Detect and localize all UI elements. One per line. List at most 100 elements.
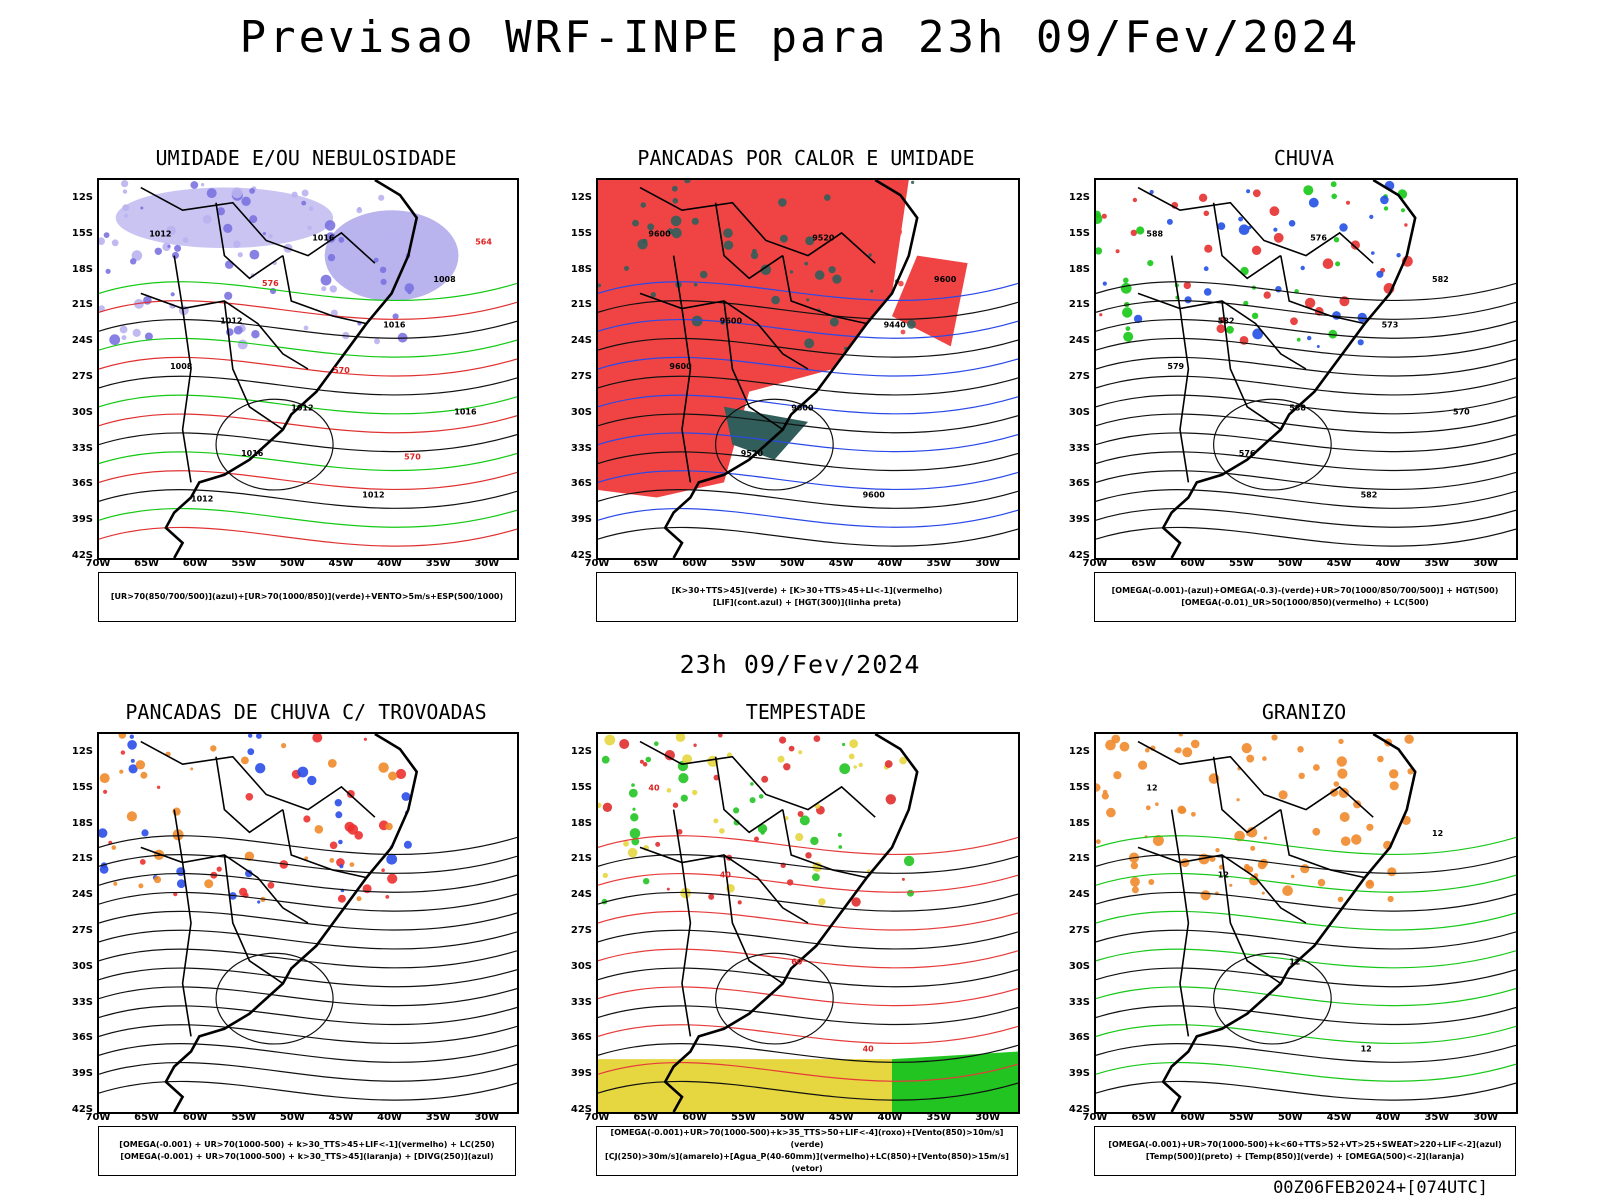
legend-line: [Temp(500)](preto) + [Temp(850)](verde) … [1145,1152,1465,1161]
field-spot [670,215,682,227]
field-spot [1101,213,1107,219]
field-spot [848,753,855,760]
field-spot [1330,788,1339,797]
field-spot [257,900,261,904]
field-spot [105,268,111,274]
lat-tick-label: 36S [570,1032,592,1044]
field-spot [842,742,846,747]
field-spot [314,825,324,834]
field-spot [903,855,915,867]
contour-label: 588 [1146,230,1163,239]
field-spot [1133,314,1143,324]
field-spot [245,793,254,801]
field-spot [1130,229,1137,236]
field-spot [140,771,148,779]
field-spot [1346,200,1350,205]
field-spot [1226,325,1234,334]
lat-tick-label: 12S [71,192,93,203]
field-spot [754,836,759,842]
isoline [1096,507,1516,528]
field-spot [262,232,266,236]
isoline [598,835,1018,855]
lon-tick-label: 50W [279,558,305,569]
lat-tick-label: 18S [1068,817,1090,829]
field-spot [650,292,656,298]
field-spot [1380,195,1389,205]
isoline [598,451,1018,472]
field-spot [671,227,682,239]
field-spot [200,183,205,187]
field-spot [308,206,314,211]
lon-tick-label: 70W [85,1112,111,1123]
field-spot [671,185,678,192]
field-spot [291,191,298,198]
field-spot [1371,251,1375,255]
contour-label: 9520 [812,234,835,243]
field-spot [1204,244,1213,253]
lat-tick-label: 36S [1068,478,1090,490]
contour-label: 570 [1453,407,1470,416]
lat-tick-label: 30S [1068,406,1090,418]
field-spot [398,265,402,270]
isoline [99,967,517,988]
field-spot [329,285,337,293]
isoline [99,413,517,434]
field-spot [719,828,725,834]
field-spot [1296,337,1301,342]
field-spot [140,206,144,210]
field-spot [1336,756,1347,767]
lat-tick-label: 18S [1068,263,1090,275]
field-spot [654,741,659,746]
field-spot [733,807,740,814]
field-spot [378,762,389,773]
lat-tick-label: 21S [1068,299,1090,311]
field-spot [1149,189,1154,195]
contour-label: 1008 [433,275,456,284]
field-spot [166,225,176,236]
contour-label: 1016 [241,449,264,458]
field-spot [601,208,607,214]
lon-tick-label: 35W [926,558,952,569]
isoline [598,526,1018,547]
field-spot [824,232,828,236]
field-spot [645,756,652,763]
lat-tick-label: 27S [1068,371,1090,382]
field-spot [1166,218,1173,225]
field-spot [99,237,105,245]
field-spot [337,894,346,903]
panel-title: CHUVA [1273,146,1335,170]
field-spot [99,828,108,838]
lat-tick-label: 42S [71,550,93,561]
isoline [99,507,517,528]
field-spot [623,840,629,847]
legend-line: [OMEGA(-0.001)+UR>70(1000-500)+k<60+TTS>… [1108,1140,1502,1149]
field-spot [248,734,253,738]
field-spot [1200,890,1211,901]
field-spot [251,330,260,339]
lon-tick-label: 30W [975,1112,1001,1123]
isoline [598,872,1018,893]
field-spot [899,756,907,765]
legend-line: [LIF](cont.azul) + [HGT(300)](linha pret… [712,598,902,607]
field-spot [111,845,117,850]
map-canvas: 12 12 12 12 12 [1096,734,1516,1112]
coastline [1161,734,1417,1112]
field-spot [307,775,317,786]
field-spot [784,816,789,821]
country-border [140,292,309,370]
lon-tick-label: 50W [279,1112,305,1123]
lon-tick-label: 55W [731,1112,756,1123]
map-granizo: 12 12 12 12 12 [1094,732,1518,1114]
lon-tick-label: 40W [877,1112,903,1123]
field-spot [320,274,332,286]
field-spot [1096,213,1103,224]
country-border [173,255,192,483]
lon-tick-label: 65W [1131,558,1157,569]
field-spot [853,765,857,769]
contour-label: 9600 [669,362,692,371]
field-spot [172,251,179,259]
field-spot [898,280,904,287]
field-spot [1366,823,1374,831]
lat-tick-label: 12S [71,746,93,757]
isoline [99,470,517,490]
